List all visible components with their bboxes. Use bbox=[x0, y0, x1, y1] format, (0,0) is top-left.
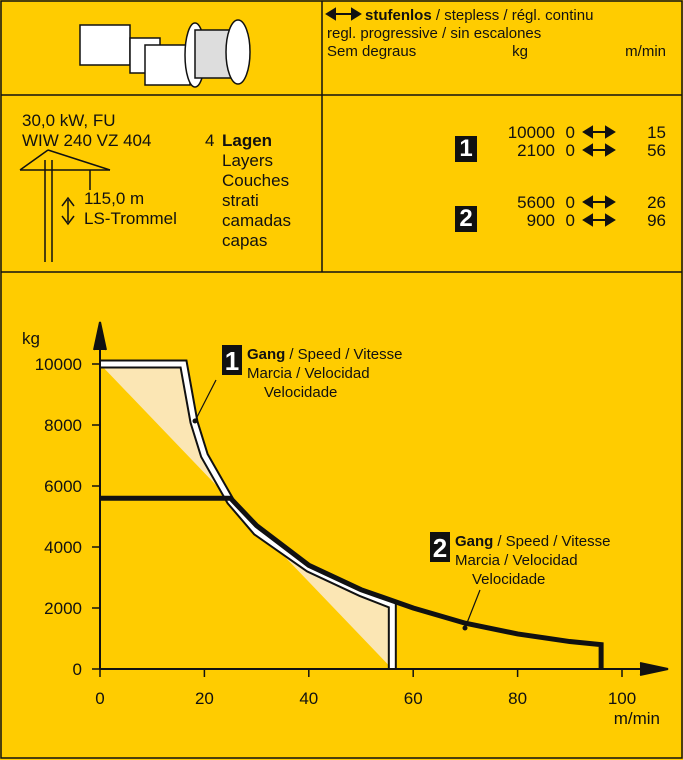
gear-box bbox=[455, 206, 477, 232]
spec: LS-Trommel bbox=[84, 209, 177, 228]
arrow-icon bbox=[582, 195, 616, 209]
crane-icon bbox=[19, 149, 111, 262]
winch-icon bbox=[79, 19, 251, 88]
bold: stufenlos bbox=[365, 7, 432, 24]
vmax: 96 bbox=[647, 211, 666, 230]
kg: 900 bbox=[527, 211, 555, 230]
annotation: Marcia / Velocidad bbox=[247, 365, 370, 382]
x-tick-label: 20 bbox=[195, 689, 214, 708]
arrow-icon bbox=[325, 7, 362, 21]
x-tick-label: 60 bbox=[404, 689, 423, 708]
vmax: 56 bbox=[647, 141, 666, 160]
x-axis-label: m/min bbox=[614, 709, 660, 728]
text: / Speed / Vitesse bbox=[289, 346, 402, 363]
annotation: Velocidade bbox=[472, 571, 545, 588]
y-tick-label: 0 bbox=[73, 660, 82, 679]
vmax: 26 bbox=[647, 193, 666, 212]
spec: WIW 240 VZ 404 bbox=[22, 131, 151, 150]
x-tick-label: 80 bbox=[508, 689, 527, 708]
header-text: regl. progressive / sin escalones bbox=[327, 25, 541, 42]
line bbox=[100, 361, 395, 669]
x-axis bbox=[100, 662, 669, 676]
bold: Gang bbox=[247, 346, 285, 363]
kg: 2100 bbox=[517, 141, 555, 160]
header-text: Sem degraus bbox=[327, 43, 416, 60]
gear-label: 2 bbox=[433, 533, 447, 563]
header-text: m/min bbox=[625, 43, 666, 60]
vmin: 0 bbox=[566, 211, 575, 230]
header-text: kg bbox=[512, 43, 528, 60]
text: / Speed / Vitesse bbox=[497, 533, 610, 550]
gear-box bbox=[430, 532, 450, 562]
leader bbox=[194, 379, 217, 422]
layer: Couches bbox=[222, 171, 289, 190]
spec: 4 bbox=[205, 131, 214, 150]
annotation: Gang / Speed / Vitesse bbox=[455, 533, 610, 550]
leader-dot bbox=[462, 625, 468, 631]
gear-box bbox=[222, 345, 242, 375]
vmin: 0 bbox=[566, 141, 575, 160]
spec: 30,0 kW, FU bbox=[22, 111, 116, 130]
layer: capas bbox=[222, 231, 267, 250]
y-axis-label: kg bbox=[22, 329, 40, 348]
leader bbox=[464, 589, 481, 629]
gear-label: 1 bbox=[459, 135, 472, 162]
y-tick-label: 10000 bbox=[35, 355, 82, 374]
vmax: 15 bbox=[647, 123, 666, 142]
leader-dot bbox=[192, 418, 198, 424]
vmin: 0 bbox=[566, 193, 575, 212]
kg: 10000 bbox=[508, 123, 555, 142]
y-tick-label: 8000 bbox=[44, 416, 82, 435]
y-tick-label: 4000 bbox=[44, 538, 82, 557]
kg: 5600 bbox=[517, 193, 555, 212]
arrow-icon bbox=[582, 125, 616, 139]
layer: strati bbox=[222, 191, 259, 210]
annotation: Gang / Speed / Vitesse bbox=[247, 346, 402, 363]
y-axis bbox=[93, 321, 107, 669]
layer: Lagen bbox=[222, 131, 272, 150]
annotation: Velocidade bbox=[264, 384, 337, 401]
y-tick-label: 6000 bbox=[44, 477, 82, 496]
vmin: 0 bbox=[566, 123, 575, 142]
bold: Gang bbox=[455, 533, 493, 550]
line bbox=[100, 495, 604, 669]
arrow-icon bbox=[582, 213, 616, 227]
gear-label: 1 bbox=[225, 346, 239, 376]
annotation: Marcia / Velocidad bbox=[455, 552, 578, 569]
text: / stepless / régl. continu bbox=[436, 7, 594, 24]
header-text: stufenlos / stepless / régl. continu bbox=[365, 7, 593, 24]
spec: 115,0 m bbox=[84, 189, 144, 208]
x-tick-label: 100 bbox=[608, 689, 636, 708]
y-tick-label: 2000 bbox=[44, 599, 82, 618]
gear-label: 2 bbox=[459, 205, 472, 232]
arrow-icon bbox=[582, 143, 616, 157]
layer: camadas bbox=[222, 211, 291, 230]
x-tick-label: 0 bbox=[95, 689, 104, 708]
x-tick-label: 40 bbox=[299, 689, 318, 708]
layer: Layers bbox=[222, 151, 273, 170]
gear-box bbox=[455, 136, 477, 162]
